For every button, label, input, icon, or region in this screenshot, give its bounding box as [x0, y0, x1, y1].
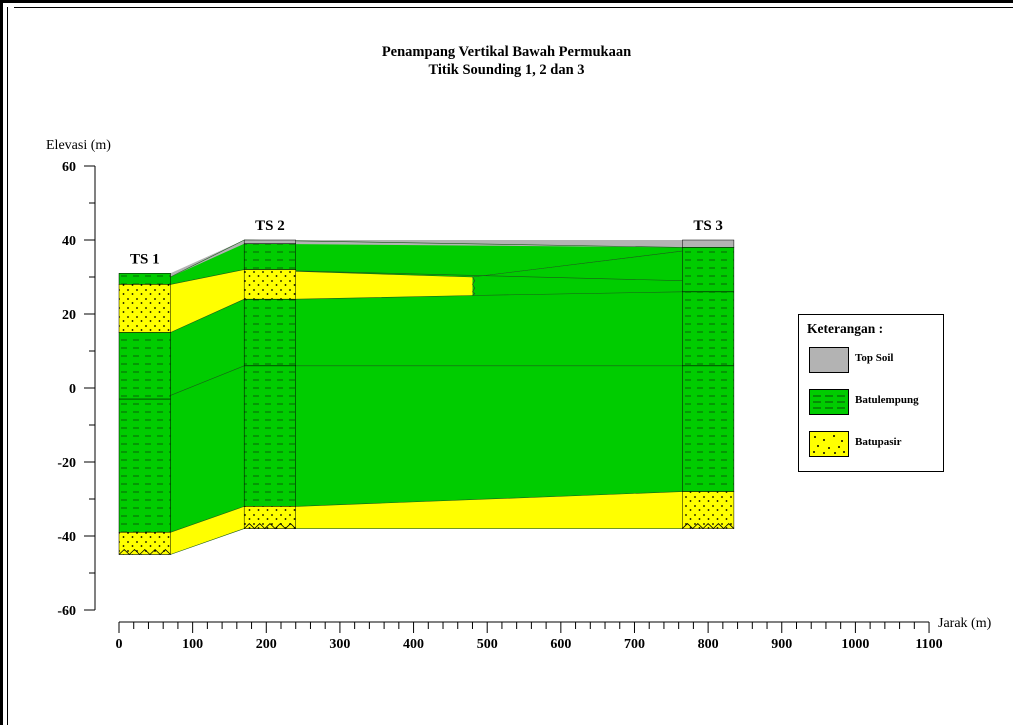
legend-label-batupasir: Batupasir [855, 436, 902, 448]
y-tick-label: 40 [62, 234, 76, 249]
column-zigzag [118, 548, 171, 556]
y-tick-label: -20 [57, 456, 76, 471]
legend-label-batulempung: Batulempung [855, 394, 919, 406]
column-layer-4 [243, 298, 296, 507]
sounding-label-2: TS 2 [255, 218, 285, 234]
column-layer-1 [243, 239, 296, 244]
legend-swatch-batulempung [809, 389, 849, 415]
x-tick-label: 800 [698, 637, 719, 652]
x-axis-label: Jarak (m) [938, 616, 992, 631]
y-axis: 60 40 20 0 -20 -40 -60 Elevasi (m) [46, 138, 111, 619]
frame-inner-line-left [7, 7, 8, 725]
sounding-column-1: TS 1 [118, 251, 171, 556]
column-layer-1 [682, 239, 735, 248]
column-layer-4 [118, 532, 171, 555]
y-tick-label: 0 [69, 382, 76, 397]
x-tick-label: 0 [116, 637, 123, 652]
layer-boundary-5 [472, 291, 683, 296]
sounding-columns: TS 1 TS 2 TS 3 [118, 218, 735, 556]
layer-boundary-4 [472, 250, 683, 278]
x-tick-label: 700 [624, 637, 645, 652]
layer-5 [119, 240, 683, 277]
sounding-column-2: TS 2 [243, 218, 296, 530]
x-tick-label: 200 [256, 637, 277, 652]
layer-polygons [118, 239, 683, 555]
column-layer-2 [118, 284, 171, 333]
y-tick-label: 20 [62, 308, 76, 323]
column-layer-3 [243, 269, 296, 300]
column-layer-2 [682, 247, 735, 492]
legend-title: Keterangan : [807, 321, 884, 336]
legend-box: Keterangan : Top Soil Batulempung [798, 314, 944, 472]
x-tick-label: 900 [771, 637, 792, 652]
x-tick-label: 500 [477, 637, 498, 652]
frame-inner-line-top [14, 7, 1013, 8]
y-tick-label: -60 [57, 604, 76, 619]
layer-boundary-6 [244, 269, 683, 281]
pinchout-zigzag [472, 276, 476, 296]
x-tick-label: 600 [550, 637, 571, 652]
column-layer-5 [243, 506, 296, 529]
sounding-label-1: TS 1 [130, 251, 160, 267]
legend-swatch-batupasir [809, 431, 849, 457]
x-tick-label: 1000 [841, 637, 869, 652]
sounding-column-3: TS 3 [682, 218, 735, 530]
column-layer-3 [682, 491, 735, 529]
x-tick-label: 300 [329, 637, 350, 652]
legend-swatch-top-soil [809, 347, 849, 373]
column-layer-2 [243, 243, 296, 270]
column-layer-3 [118, 332, 171, 533]
layer-1 [119, 269, 473, 333]
column-zigzag [243, 523, 296, 530]
x-axis: 0 100 200 300 400 500 600 700 800 900 1000 1100 Jara… [116, 616, 992, 652]
x-tick-label: 100 [182, 637, 203, 652]
figure-title: Penampang Vertikal Bawah Permukaan [381, 44, 632, 60]
y-tick-label: -40 [57, 530, 76, 545]
column-layer-1 [118, 273, 171, 285]
x-tick-label: 400 [403, 637, 424, 652]
column-zigzag [682, 523, 735, 530]
figure-subtitle: Titik Sounding 1, 2 dan 3 [428, 62, 585, 78]
y-tick-label: 60 [62, 160, 76, 175]
y-axis-label: Elevasi (m) [46, 138, 111, 153]
x-tick-label: 1100 [915, 637, 942, 652]
sounding-label-3: TS 3 [693, 218, 723, 234]
legend-label-top-soil: Top Soil [855, 352, 894, 364]
